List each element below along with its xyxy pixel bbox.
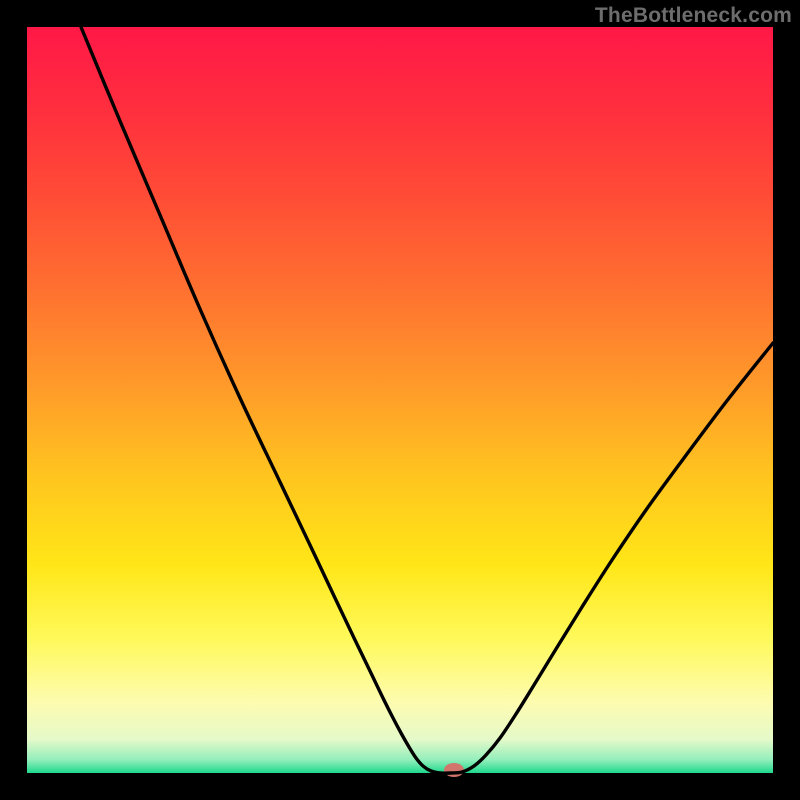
plot-background-gradient: [27, 27, 773, 773]
trough-marker: [444, 763, 464, 777]
watermark-text: TheBottleneck.com: [595, 4, 792, 28]
bottleneck-chart: [0, 0, 800, 800]
